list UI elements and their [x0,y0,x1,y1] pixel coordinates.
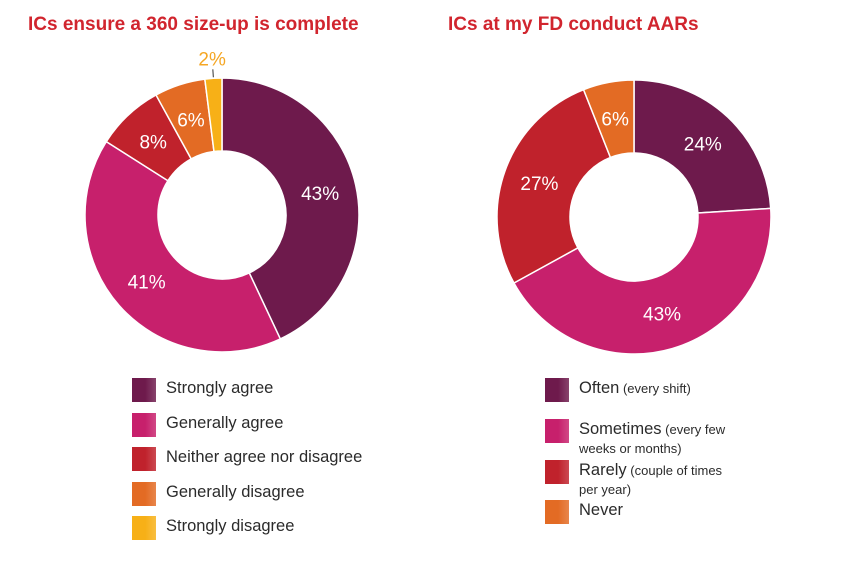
legend-label-main: Strongly disagree [166,517,295,535]
slice-label-rarely: 27% [520,174,558,195]
legend-label-main: Generally disagree [166,483,305,501]
slice-rarely [496,88,612,285]
slice-label-generally-disagree: 6% [177,110,205,131]
slice-label-generally-agree: 41% [128,272,166,293]
slice-strongly-agree [221,77,360,340]
legend-swatch [545,378,569,402]
legend-swatch [132,516,156,540]
slice-label-neither-agree-nor-disagree: 8% [139,133,167,154]
slice-often [633,79,772,214]
chart-title-360-sizeup: ICs ensure a 360 size-up is complete [28,14,359,35]
legend-label-main: Sometimes [579,420,662,438]
slice-sometimes [512,207,772,355]
legend-label-sub: (couple of times [626,463,723,478]
slice-label-never: 6% [601,109,629,130]
legend-swatch [545,500,569,524]
legend-label-main: Never [579,501,624,519]
slice-label-sometimes: 43% [643,305,681,326]
legend-label: Often (every shift) [579,379,691,398]
legend-label: Never [579,501,623,520]
slice-label-strongly-disagree: 2% [198,49,226,70]
legend-label-sub: per year) [579,482,632,497]
legend-swatch [132,378,156,402]
slice-strongly-disagree [203,77,223,153]
legend-label-sub: weeks or months) [579,441,682,456]
slice-never [582,79,635,159]
legend-swatch [545,460,569,484]
slice-generally-agree [84,140,282,353]
legend-label-main: Rarely [579,461,627,479]
legend-label-main: Strongly agree [166,379,274,397]
slice-label-strongly-agree: 43% [301,184,339,205]
legend-label: Strongly agree [166,379,273,398]
legend-label-sub: (every few [661,422,726,437]
legend-swatch [132,447,156,471]
legend-swatch [545,419,569,443]
legend-swatch [132,482,156,506]
legend-label-sub: (every shift) [619,381,691,396]
legend-label-main: Neither agree nor disagree [166,448,363,466]
legend-label: Generally agree [166,414,283,433]
legend-label-main: Generally agree [166,414,284,432]
slice-label-often: 24% [684,135,722,156]
chart-title-aars: ICs at my FD conduct AARs [448,14,699,35]
legend-label: Strongly disagree [166,517,294,536]
legend-label-main: Often [579,379,620,397]
legend-label: Neither agree nor disagree [166,448,362,467]
leader-line [212,69,214,78]
legend-label: Sometimes (every few weeks or months) [579,420,725,458]
legend-swatch [132,413,156,437]
legend-label: Rarely (couple of times per year) [579,461,722,499]
legend-label: Generally disagree [166,483,305,502]
